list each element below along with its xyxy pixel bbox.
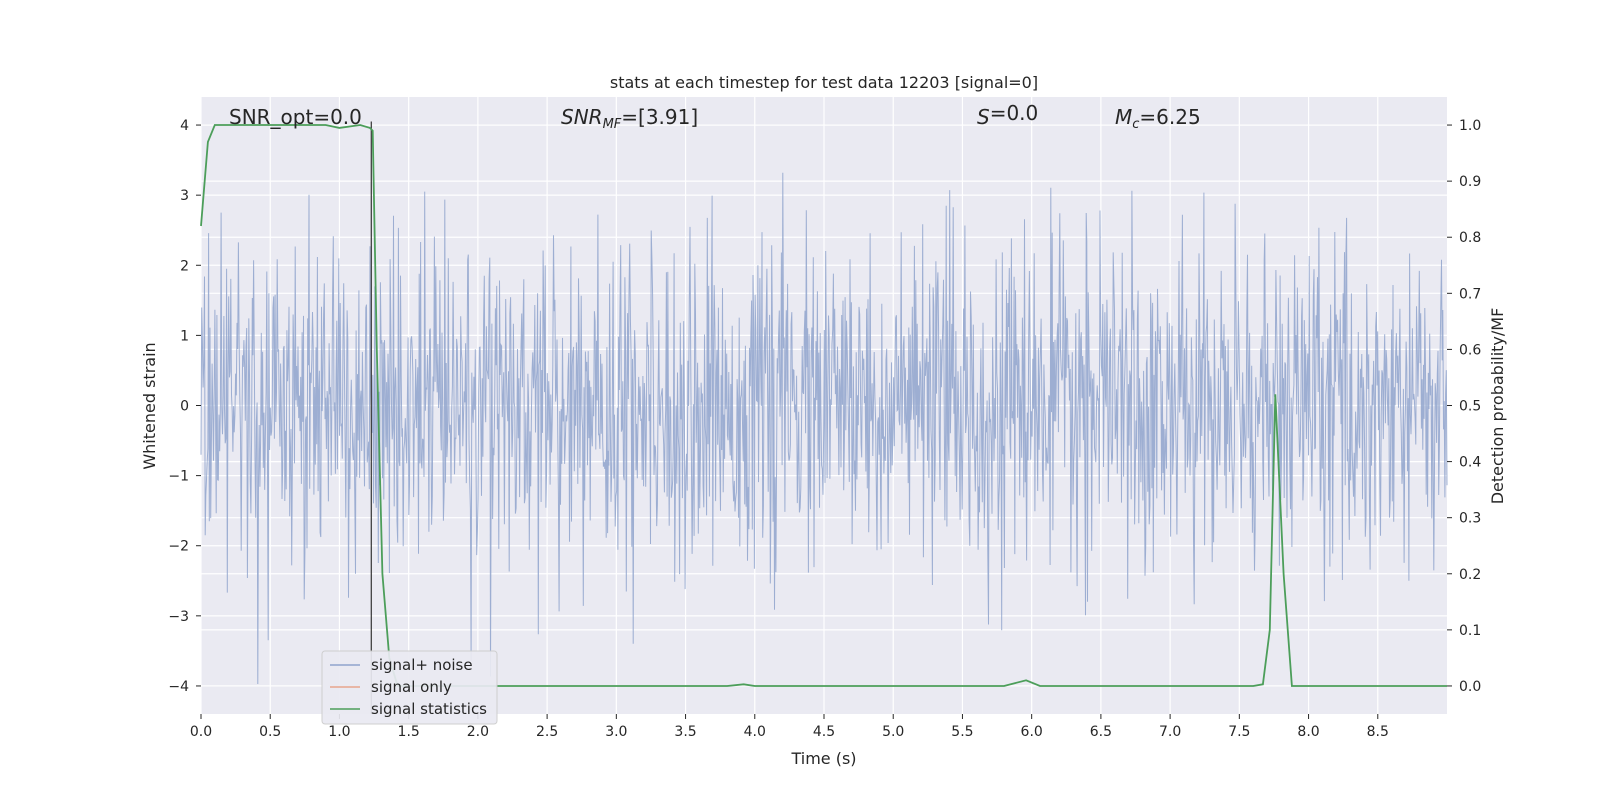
- x-tick-label: 8.0: [1297, 724, 1319, 740]
- y2-tick-label: 0.3: [1459, 511, 1481, 527]
- chart-title: stats at each timestep for test data 122…: [610, 73, 1038, 92]
- legend-label-signal-statistics: signal statistics: [371, 700, 487, 718]
- x-tick-label: 6.0: [1021, 724, 1043, 740]
- y2-tick-label: 0.0: [1459, 679, 1481, 695]
- y-axis-right: 0.0 0.1 0.2 0.3 0.4 0.5 0.6 0.7 0.8 0.9 1.0: [1447, 118, 1481, 695]
- y-tick-label: −4: [168, 679, 189, 695]
- signal-noise-line: [200, 172, 1448, 685]
- y2-tick-label: 0.9: [1459, 174, 1481, 190]
- y-tick-label: 2: [180, 258, 189, 274]
- y-tick-label: −3: [168, 609, 189, 625]
- y-tick-label: −2: [168, 539, 189, 555]
- x-tick-label: 4.0: [744, 724, 766, 740]
- y-tick-label: 3: [180, 188, 189, 204]
- x-tick-label: 4.5: [813, 724, 835, 740]
- y2-tick-label: 0.8: [1459, 230, 1481, 246]
- signal-statistics-series: [200, 124, 1448, 687]
- y2-tick-label: 0.1: [1459, 623, 1481, 639]
- y2-tick-label: 0.2: [1459, 567, 1481, 583]
- y-tick-label: −1: [168, 469, 189, 485]
- x-tick-label: 6.5: [1090, 724, 1112, 740]
- x-axis-title: Time (s): [790, 749, 856, 768]
- legend-box: [321, 650, 498, 725]
- y-tick-label: 0: [180, 399, 189, 415]
- y2-tick-label: 0.5: [1459, 399, 1481, 415]
- annotations: SNR_opt=0.0 SNRMF=[3.91] S=0.0 Mc=6.25: [229, 101, 1201, 132]
- legend-label-signal-noise: signal+ noise: [371, 656, 473, 674]
- signal-noise-series: [200, 172, 1448, 685]
- x-tick-label: 1.0: [328, 724, 350, 740]
- x-tick-label: 0.5: [259, 724, 281, 740]
- y2-tick-label: 0.7: [1459, 286, 1481, 302]
- y-axis-left: −4 −3 −2 −1 0 1 2 3 4: [168, 118, 201, 695]
- x-tick-label: 3.5: [674, 724, 696, 740]
- x-tick-label: 2.0: [467, 724, 489, 740]
- x-tick-label: 5.0: [882, 724, 904, 740]
- x-tick-label: 2.5: [536, 724, 558, 740]
- annotation-snr-mf: SNRMF=[3.91]: [561, 105, 698, 132]
- annotation-s: S=0.0: [977, 101, 1038, 129]
- x-tick-label: 7.0: [1159, 724, 1181, 740]
- y2-tick-label: 0.6: [1459, 342, 1481, 358]
- y-tick-label: 4: [180, 118, 189, 134]
- x-tick-label: 5.5: [951, 724, 973, 740]
- y-tick-label: 1: [180, 328, 189, 344]
- x-axis: 0.0 0.5 1.0 1.5 2.0 2.5 3.0 3.5 4.0 4.5 5.0 5.5 6.0 6…: [190, 714, 1389, 740]
- legend-label-signal-only: signal only: [371, 678, 452, 696]
- annotation-snr-opt: SNR_opt=0.0: [229, 105, 362, 129]
- x-tick-label: 1.5: [398, 724, 420, 740]
- legend: signal+ noise signal only signal statist…: [321, 650, 498, 725]
- y2-tick-label: 0.4: [1459, 455, 1481, 471]
- y2-tick-label: 1.0: [1459, 118, 1481, 134]
- x-tick-label: 3.0: [605, 724, 627, 740]
- y-axis-title: Whitened strain: [140, 342, 159, 469]
- x-tick-label: 8.5: [1367, 724, 1389, 740]
- x-tick-label: 0.0: [190, 724, 212, 740]
- y2-axis-title: Detection probability/MF: [1488, 308, 1507, 505]
- signal-statistics-line: [200, 124, 1447, 687]
- annotation-mc: Mc=6.25: [1115, 105, 1201, 132]
- x-tick-label: 7.5: [1228, 724, 1250, 740]
